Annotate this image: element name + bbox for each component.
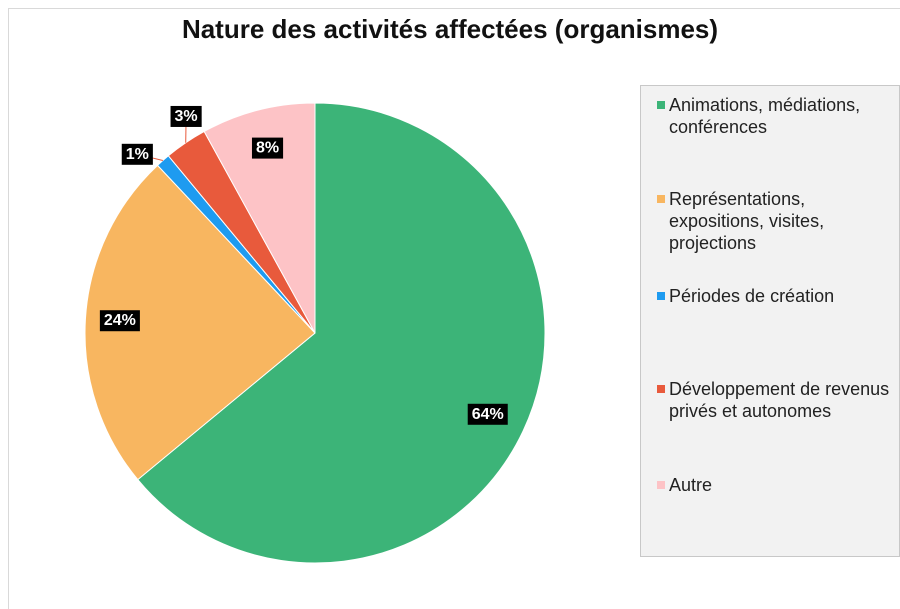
data-label: 3% — [175, 108, 198, 125]
data-label-box — [467, 403, 508, 425]
legend-swatch — [657, 385, 665, 393]
legend-label: Représentations, expositions, visites, p… — [669, 189, 825, 253]
data-label-box — [99, 310, 140, 332]
pie-slice — [84, 164, 316, 481]
data-label-box — [121, 143, 153, 165]
legend-item: Animations, médiations, conférences — [657, 94, 900, 138]
legend-item: Développement de revenus privés et auton… — [657, 378, 900, 422]
legend: Animations, médiations, conférences Repré… — [640, 85, 900, 557]
legend-item: Périodes de création — [657, 285, 900, 307]
legend-label: Périodes de création — [669, 286, 835, 306]
data-label: 64% — [472, 406, 504, 423]
chart-title: Nature des activités affectées (organism… — [181, 14, 719, 44]
legend-label: Développement de revenus privés et auton… — [669, 379, 890, 421]
data-label: 1% — [126, 146, 149, 163]
legend-item: Autre — [657, 474, 900, 496]
pie-slice — [137, 102, 546, 564]
chart-frame — [8, 8, 900, 609]
pie-slice — [203, 102, 316, 334]
legend-swatch — [657, 101, 665, 109]
legend-swatch — [657, 292, 665, 300]
legend-swatch — [657, 481, 665, 489]
legend-label: Animations, médiations, conférences — [669, 95, 861, 137]
legend-item: Représentations, expositions, visites, p… — [657, 188, 900, 254]
pie-chart: 64% 24% 1% 3% 8% — [84, 102, 546, 564]
legend-swatch — [657, 195, 665, 203]
data-label-box — [251, 137, 284, 159]
data-label: 8% — [256, 140, 279, 157]
legend-label: Autre — [669, 475, 713, 495]
data-label-box — [170, 105, 202, 127]
data-label: 24% — [104, 312, 136, 329]
